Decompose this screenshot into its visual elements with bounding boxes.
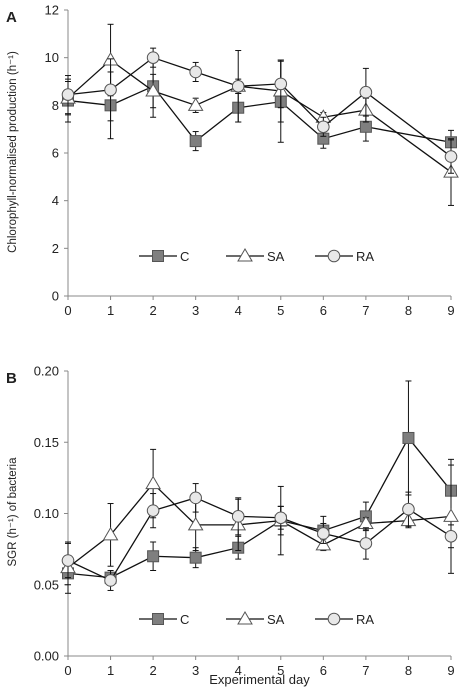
legend-marker <box>237 248 253 262</box>
data-point <box>189 491 202 505</box>
data-point <box>145 83 161 97</box>
data-point <box>231 79 245 93</box>
data-point <box>317 527 330 540</box>
y-tick-label: 10 <box>45 50 59 65</box>
series-ra <box>61 47 458 174</box>
data-point <box>359 120 372 133</box>
x-tick-label: 2 <box>149 663 156 678</box>
data-point <box>359 537 373 550</box>
data-point <box>189 65 202 79</box>
y-tick-label: 2 <box>52 241 59 256</box>
data-point <box>147 550 160 563</box>
data-point <box>104 83 117 97</box>
legend: C SA RA <box>139 248 374 264</box>
series-line <box>67 59 452 173</box>
y-tick-label: 0.00 <box>34 649 59 664</box>
x-tick-label: 5 <box>277 663 284 678</box>
series-sa <box>60 448 459 594</box>
data-point <box>274 77 288 91</box>
legend-marker <box>152 250 164 262</box>
chart-panel-b: B 0.00 0.05 0.10 0.15 0.20 0 1 2 3 4 5 6 7 8 9 SGR (h⁻¹)… <box>6 364 459 687</box>
legend-marker <box>327 249 341 263</box>
series-line <box>67 482 452 569</box>
series-line <box>67 497 452 582</box>
y-axis-label: SGR (h⁻¹) of bacteria <box>7 457 19 567</box>
data-point <box>189 551 202 564</box>
y-tick-label: 4 <box>52 193 59 208</box>
data-point <box>402 431 415 444</box>
x-tick-label: 1 <box>107 663 114 678</box>
x-tick-label: 4 <box>235 663 242 678</box>
data-point <box>146 504 160 517</box>
data-point <box>317 120 330 134</box>
series-c <box>62 54 457 155</box>
y-tick-label: 0.15 <box>34 435 59 450</box>
legend-label: SA <box>267 249 285 264</box>
legend-label: C <box>180 612 189 627</box>
x-tick-label: 4 <box>235 303 242 318</box>
panel-label: A <box>6 9 17 26</box>
series-line <box>67 85 452 143</box>
data-point <box>187 97 204 111</box>
x-tick-label: 2 <box>149 303 156 318</box>
legend-marker <box>237 611 253 625</box>
data-point <box>231 510 245 523</box>
data-point <box>444 150 458 163</box>
data-point <box>443 508 459 522</box>
x-tick-label: 8 <box>405 663 412 678</box>
series-c <box>62 380 457 586</box>
x-tick-label: 0 <box>64 303 71 318</box>
legend-label: RA <box>356 612 374 627</box>
data-point <box>444 530 458 543</box>
y-tick-label: 0.20 <box>34 364 59 379</box>
data-point <box>359 85 373 99</box>
data-point <box>61 554 75 567</box>
panel-label: B <box>6 370 17 387</box>
data-point <box>187 516 204 531</box>
x-tick-label: 9 <box>447 303 454 318</box>
data-point <box>61 88 75 101</box>
x-tick-label: 6 <box>320 663 327 678</box>
legend-label: C <box>180 249 189 264</box>
legend-label: SA <box>267 612 285 627</box>
series-ra <box>61 483 458 591</box>
y-tick-label: 0.10 <box>34 506 59 521</box>
y-tick-label: 8 <box>52 98 59 113</box>
series-sa <box>60 23 459 206</box>
data-point <box>146 51 160 64</box>
data-point <box>104 574 117 587</box>
data-point <box>402 502 415 516</box>
x-tick-label: 3 <box>192 663 199 678</box>
y-tick-label: 0 <box>52 289 59 304</box>
x-tick-label: 7 <box>362 663 369 678</box>
x-tick-label: 7 <box>362 303 369 318</box>
y-tick-label: 12 <box>45 3 59 18</box>
legend-label: RA <box>356 249 374 264</box>
legend: C SA RA <box>139 611 374 627</box>
series-line <box>67 56 452 158</box>
x-tick-label: 1 <box>107 303 114 318</box>
data-point <box>274 511 288 525</box>
x-tick-label: 0 <box>64 663 71 678</box>
legend-marker <box>152 613 164 625</box>
y-axis-label: Chlorophyll-normalised production (h⁻¹) <box>7 51 19 253</box>
data-point <box>189 135 202 148</box>
data-point <box>145 475 161 490</box>
series-line <box>67 436 452 579</box>
y-tick-label: 6 <box>52 146 59 161</box>
y-tick-label: 0.05 <box>34 577 59 592</box>
x-axis-label: Experimental day <box>209 672 310 687</box>
x-tick-label: 8 <box>405 303 412 318</box>
data-point <box>102 526 119 541</box>
x-tick-label: 3 <box>192 303 199 318</box>
x-tick-label: 9 <box>447 663 454 678</box>
x-tick-label: 6 <box>320 303 327 318</box>
legend-marker <box>327 612 341 626</box>
x-tick-label: 5 <box>277 303 284 318</box>
